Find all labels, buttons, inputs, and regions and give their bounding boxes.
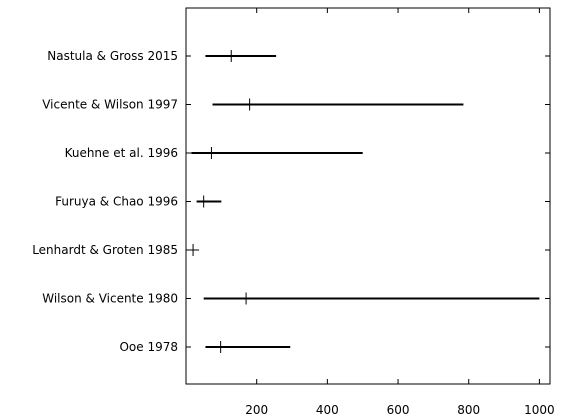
category-label: Nastula & Gross 2015	[47, 49, 178, 63]
x-tick-label: 600	[387, 403, 410, 417]
x-tick-label: 1000	[524, 403, 555, 417]
category-label: Vicente & Wilson 1997	[42, 98, 178, 112]
category-label: Furuya & Chao 1996	[55, 195, 178, 209]
category-label: Lenhardt & Groten 1985	[32, 243, 178, 257]
x-tick-label: 400	[316, 403, 339, 417]
x-tick-label: 200	[245, 403, 268, 417]
y-axis: Nastula & Gross 2015 Vicente & Wilson 199…	[32, 49, 550, 354]
x-tick-label: 800	[457, 403, 480, 417]
category-label: Wilson & Vicente 1980	[42, 292, 178, 306]
category-label: Ooe 1978	[119, 340, 178, 354]
plot-frame	[185, 7, 551, 385]
interval-marks	[187, 50, 540, 353]
x-axis: 200 400 600 800 1000	[245, 8, 555, 417]
category-label: Kuehne et al. 1996	[65, 146, 178, 160]
